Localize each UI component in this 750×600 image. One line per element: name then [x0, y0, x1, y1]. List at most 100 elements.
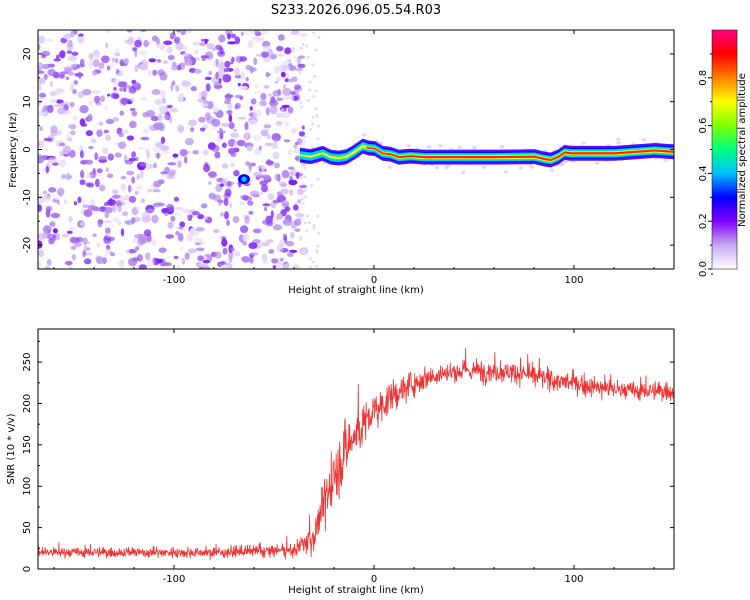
signal-band: [373, 147, 375, 150]
noise-speckle: [128, 248, 137, 254]
noise-speckle: [70, 245, 77, 250]
signal-band: [397, 155, 399, 158]
signal-band: [405, 155, 407, 158]
noise-speckle: [152, 69, 157, 76]
snr-ytick-label: 100: [22, 477, 33, 496]
signal-band: [645, 150, 647, 153]
signal-band: [541, 157, 543, 160]
signal-band: [421, 155, 423, 158]
noise-speckle: [226, 219, 230, 226]
signal-band: [613, 152, 615, 155]
signal-band: [462, 156, 464, 159]
noise-speckle: [137, 254, 143, 262]
noise-speckle: [245, 76, 249, 82]
noise-speckle: [117, 205, 122, 213]
noise-speckle: [59, 50, 66, 59]
snr-ticks: -100 0 100 0 50 100 150 200 250: [22, 329, 674, 585]
noise-speckle: [137, 146, 146, 150]
signal-band: [546, 158, 548, 161]
noise-speckle: [81, 199, 88, 203]
noise-speckle: [250, 162, 256, 167]
signal-band: [540, 157, 542, 160]
noise-speckle: [276, 213, 283, 220]
signal-band: [656, 149, 658, 152]
noise-speckle: [53, 58, 61, 62]
noise-speckle: [78, 63, 86, 68]
noise-speckle: [314, 48, 318, 52]
noise-speckle: [158, 247, 167, 253]
signal-band: [493, 156, 495, 159]
noise-speckle: [266, 239, 274, 243]
signal-band: [318, 153, 320, 156]
noise-speckle: [198, 116, 206, 123]
signal-band: [316, 154, 318, 156]
noise-speckle: [239, 85, 248, 90]
noise-speckle: [248, 210, 254, 215]
signal-band: [368, 147, 370, 149]
signal-band: [418, 155, 420, 158]
signal-band: [399, 156, 401, 159]
signal-band: [531, 155, 533, 158]
noise-speckle: [155, 43, 164, 49]
noise-speckle: [73, 80, 79, 85]
signal-band: [487, 156, 489, 159]
signal-halo: [426, 145, 431, 149]
signal-band: [663, 150, 665, 153]
noise-speckle: [254, 90, 262, 95]
signal-band: [564, 151, 566, 154]
noise-speckle: [98, 155, 107, 161]
noise-speckle: [221, 142, 227, 148]
signal-band: [356, 149, 358, 152]
noise-speckle: [285, 240, 294, 247]
noise-speckle: [317, 231, 321, 235]
signal-band: [468, 156, 470, 159]
colorbar-ticks: 0.0 0.2 0.4 0.6 0.8: [698, 53, 713, 277]
signal-band: [631, 151, 633, 154]
signal-band: [315, 154, 317, 157]
signal-band: [491, 156, 493, 159]
signal-band: [350, 153, 352, 156]
noise-speckle: [190, 127, 195, 133]
signal-band: [649, 149, 651, 152]
noise-speckle: [301, 249, 306, 255]
signal-band: [353, 151, 355, 154]
signal-band: [614, 152, 616, 155]
noise-speckle: [250, 36, 259, 41]
noise-speckle: [107, 93, 111, 97]
signal-band: [436, 156, 438, 159]
noise-speckle: [130, 217, 136, 224]
noise-speckle: [161, 208, 170, 213]
signal-band: [482, 156, 484, 159]
noise-speckle: [316, 214, 320, 218]
noise-speckle: [277, 174, 281, 183]
noise-speckle: [230, 132, 240, 138]
noise-speckle: [200, 55, 209, 59]
signal-band: [609, 152, 611, 155]
noise-speckle: [290, 46, 295, 53]
noise-speckle: [303, 166, 307, 170]
noise-speckle: [299, 105, 303, 109]
noise-speckle: [234, 67, 240, 77]
noise-speckle: [112, 204, 117, 213]
noise-speckle: [58, 142, 66, 147]
noise-speckle: [105, 236, 115, 242]
noise-speckle: [220, 212, 225, 217]
signal-band: [669, 150, 671, 153]
noise-speckle: [68, 216, 73, 223]
noise-speckle: [160, 136, 166, 144]
signal-band: [550, 158, 552, 162]
noise-speckle: [181, 257, 186, 265]
noise-speckle: [120, 228, 125, 237]
noise-speckle: [38, 157, 43, 164]
noise-speckle: [208, 70, 212, 76]
noise-speckle: [303, 175, 307, 179]
noise-speckle: [204, 76, 212, 81]
signal-halo: [438, 144, 443, 148]
noise-speckle: [299, 184, 307, 189]
signal-band: [514, 155, 516, 158]
noise-speckle: [186, 233, 193, 242]
noise-speckle: [105, 118, 114, 124]
noise-speckle: [312, 95, 316, 98]
noise-speckle: [282, 88, 292, 96]
noise-speckle: [308, 80, 312, 84]
